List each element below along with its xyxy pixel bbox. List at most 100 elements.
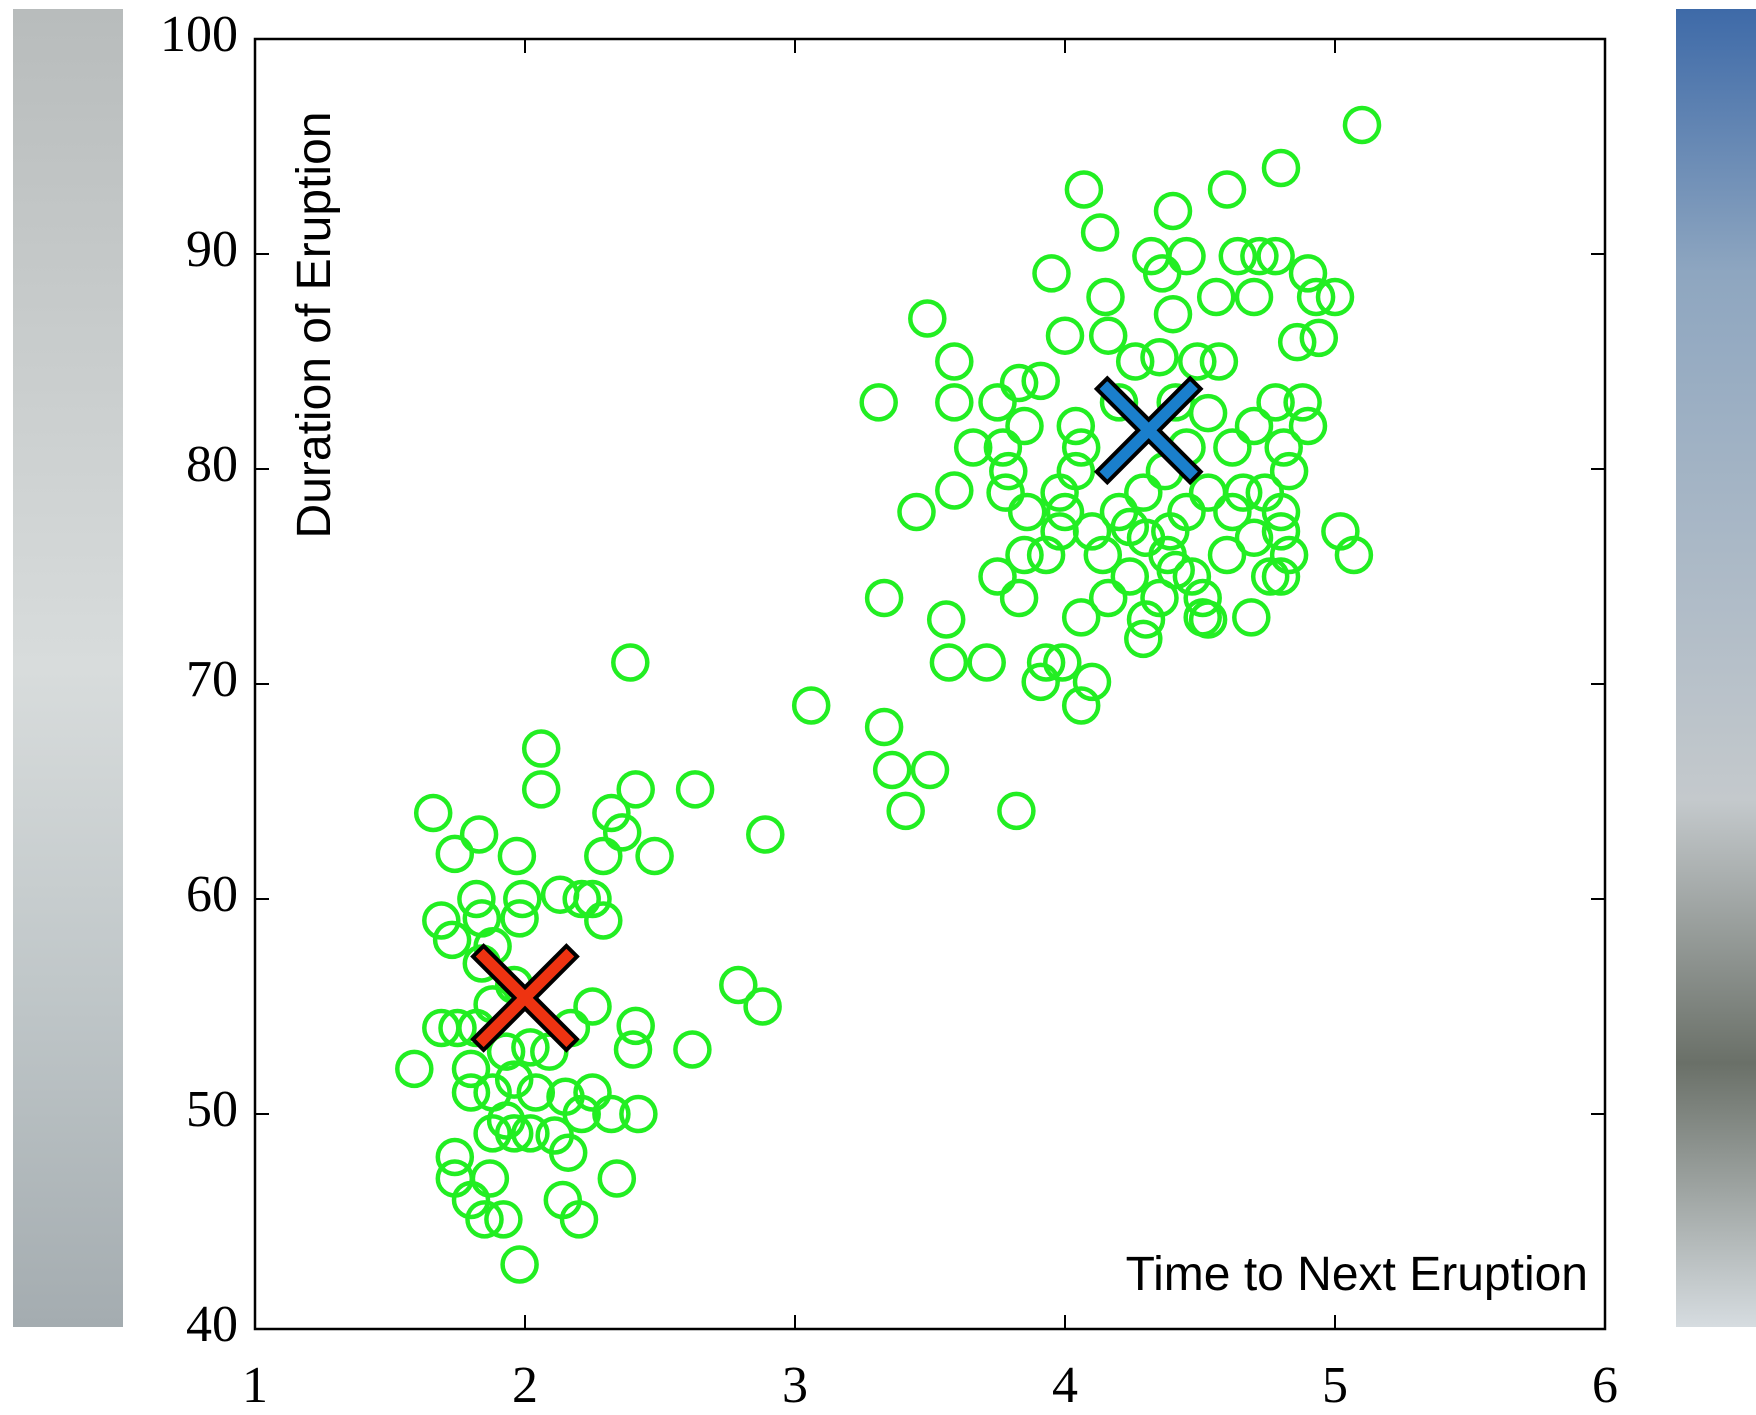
data-point — [673, 1030, 712, 1069]
data-point — [1045, 492, 1085, 532]
x-tick-label: 5 — [1322, 1357, 1348, 1414]
y-tick-label: 90 — [186, 221, 238, 278]
data-point — [953, 428, 993, 467]
data-point — [1342, 105, 1382, 145]
data-point — [503, 879, 542, 919]
data-point — [616, 1006, 655, 1046]
data-point — [1183, 578, 1222, 618]
data-point — [1299, 318, 1339, 358]
data-point — [1061, 598, 1101, 637]
background-photo — [1676, 9, 1756, 1327]
data-point — [1124, 473, 1163, 512]
data-point — [486, 1101, 526, 1140]
data-point — [1240, 236, 1279, 276]
data-point — [451, 1049, 491, 1089]
data-point — [1178, 342, 1217, 381]
data-point — [435, 1137, 475, 1177]
data-point — [983, 428, 1023, 467]
data-point — [967, 643, 1006, 682]
data-point — [1250, 557, 1290, 596]
data-point — [597, 1159, 637, 1198]
data-point — [935, 471, 974, 510]
data-point — [473, 1114, 512, 1153]
data-point — [1172, 557, 1212, 596]
data-point — [1261, 492, 1301, 532]
data-point — [521, 770, 561, 809]
data-point — [602, 813, 642, 852]
data-point — [435, 834, 475, 874]
plot-area — [253, 37, 1607, 1331]
data-point — [986, 473, 1025, 512]
x-tick-label: 1 — [242, 1357, 268, 1414]
data-point — [395, 1049, 434, 1089]
data-point — [535, 1116, 574, 1155]
data-point — [886, 791, 925, 831]
data-point — [500, 1245, 539, 1284]
data-point — [864, 578, 904, 618]
data-point — [1269, 535, 1309, 575]
x-tick-label: 2 — [512, 1357, 538, 1414]
data-point — [1032, 254, 1071, 293]
data-point — [910, 750, 950, 790]
y-tick-label: 50 — [186, 1081, 238, 1138]
data-point — [546, 1077, 585, 1117]
data-point — [422, 901, 461, 940]
data-point — [1213, 428, 1252, 467]
centroid — [1093, 375, 1204, 486]
data-point — [1153, 294, 1193, 334]
data-point — [1083, 535, 1123, 575]
data-point — [1080, 213, 1120, 252]
data-point — [1288, 254, 1328, 293]
data-point — [1088, 316, 1128, 355]
data-point — [1088, 578, 1128, 618]
data-point — [497, 836, 537, 876]
data-point — [1153, 191, 1193, 231]
data-point — [1007, 492, 1047, 532]
data-point — [1005, 406, 1044, 446]
data-point — [935, 342, 974, 381]
data-point — [1315, 277, 1355, 317]
data-point — [1288, 406, 1328, 446]
x-axis-title: Time to Next Eruption — [1126, 1248, 1588, 1301]
data-point — [1232, 598, 1271, 637]
data-point — [1021, 361, 1060, 401]
data-point — [1061, 686, 1101, 725]
y-tick-label: 100 — [160, 6, 238, 63]
data-point — [859, 383, 898, 422]
data-point — [1040, 473, 1079, 512]
data-point — [1261, 512, 1301, 551]
data-point — [999, 578, 1039, 618]
data-point — [1110, 557, 1150, 596]
data-point — [1151, 512, 1190, 551]
data-point — [1064, 170, 1104, 209]
data-point — [1256, 383, 1295, 422]
data-point — [635, 836, 674, 876]
data-point — [926, 600, 966, 639]
data-point — [1269, 451, 1309, 491]
data-point — [1188, 393, 1228, 433]
data-point — [935, 383, 974, 422]
data-point — [791, 686, 831, 725]
data-point — [1261, 148, 1301, 188]
data-point — [1115, 342, 1155, 381]
data-point — [675, 770, 715, 809]
data-point — [743, 987, 782, 1026]
x-tick-label: 4 — [1052, 1357, 1078, 1414]
data-point — [1061, 428, 1101, 467]
data-point — [997, 791, 1036, 831]
data-point — [1218, 236, 1258, 276]
data-point — [1142, 254, 1182, 293]
x-tick-label: 6 — [1592, 1357, 1618, 1414]
data-point — [1072, 512, 1112, 551]
data-point — [459, 815, 499, 854]
data-point — [573, 1073, 612, 1112]
data-point — [584, 836, 623, 876]
data-point — [619, 1094, 658, 1134]
data-point — [1334, 535, 1374, 575]
data-point — [470, 1159, 510, 1198]
data-point — [1234, 277, 1274, 317]
data-point — [1183, 598, 1222, 637]
data-point — [521, 729, 561, 768]
data-point — [897, 492, 936, 532]
data-point — [1234, 406, 1274, 446]
